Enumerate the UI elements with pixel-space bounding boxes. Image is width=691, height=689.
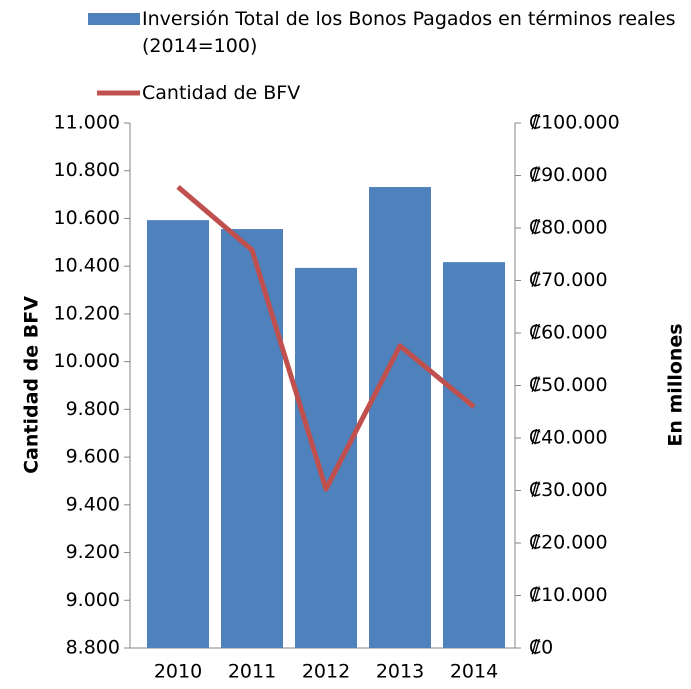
- y-tick-label: 10.200: [54, 302, 120, 324]
- bar: [369, 187, 431, 649]
- y-axis-title: Cantidad de BFV: [21, 296, 43, 474]
- y2-tick-label: ₡10.000: [529, 584, 608, 606]
- legend-swatch-bar: [88, 13, 140, 25]
- x-tick-label: 2012: [302, 661, 350, 683]
- y-tick-label: 8.800: [66, 637, 120, 659]
- y-tick-label: 9.400: [66, 493, 120, 515]
- y2-tick-label: ₡50.000: [529, 374, 608, 396]
- y-tick-label: 11.000: [54, 112, 120, 134]
- bar: [147, 220, 209, 648]
- y-tick-label: 9.800: [66, 398, 120, 420]
- y2-tick-label: ₡100.000: [529, 112, 620, 134]
- x-tick-label: 2014: [450, 661, 498, 683]
- bar: [221, 229, 283, 649]
- y-tick-label: 10.400: [54, 255, 120, 277]
- x-tick-label: 2010: [154, 661, 202, 683]
- bar: [443, 262, 505, 648]
- y2-tick-label: ₡20.000: [529, 532, 608, 554]
- bar: [295, 267, 357, 648]
- y2-tick-label: ₡40.000: [529, 427, 608, 449]
- y2-tick-label: ₡30.000: [529, 479, 608, 501]
- y-tick-label: 9.600: [66, 446, 120, 468]
- y-tick-label: 9.000: [66, 589, 120, 611]
- x-tick-label: 2011: [228, 661, 276, 683]
- y2-tick-label: ₡80.000: [529, 217, 608, 239]
- y2-tick-label: ₡0: [529, 637, 553, 659]
- y2-tick-label: ₡60.000: [529, 322, 608, 344]
- legend-label: Cantidad de BFV: [142, 82, 301, 104]
- y-tick-label: 10.600: [54, 207, 120, 229]
- y-tick-label: 10.800: [54, 159, 120, 181]
- y2-axis-title: En millones: [665, 323, 687, 446]
- y2-tick-label: ₡90.000: [529, 164, 608, 186]
- y-tick-label: 10.000: [54, 350, 120, 372]
- line: [176, 185, 476, 492]
- y2-tick-label: ₡70.000: [529, 269, 608, 291]
- legend-label: Inversión Total de los Bonos Pagados en …: [142, 8, 676, 57]
- x-tick-label: 2013: [376, 661, 424, 683]
- y-tick-label: 9.200: [66, 541, 120, 563]
